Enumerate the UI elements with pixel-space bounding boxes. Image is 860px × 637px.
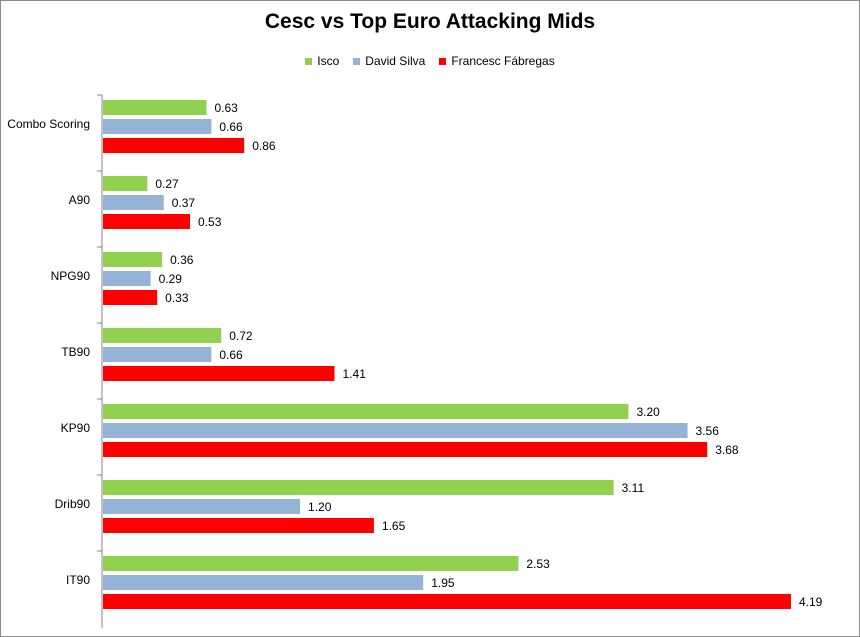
- data-label: 1.20: [308, 500, 332, 514]
- bar-2-3: [103, 366, 335, 381]
- bar-1-5: [103, 499, 301, 514]
- bar-0-3: [103, 328, 222, 343]
- bar-2-1: [103, 214, 191, 229]
- bar-1-0: [103, 119, 212, 134]
- data-label: 0.27: [155, 177, 179, 191]
- legend-item-fabregas: Francesc Fábregas: [439, 54, 555, 68]
- legend-swatch-isco: [305, 57, 313, 65]
- data-label: 0.86: [252, 139, 276, 153]
- bar-0-1: [103, 176, 148, 191]
- bar-1-2: [103, 271, 151, 286]
- data-label: 0.72: [229, 329, 253, 343]
- bar-0-0: [103, 100, 207, 115]
- legend-swatch-fabregas: [439, 57, 447, 65]
- legend-item-david-silva: David Silva: [353, 54, 425, 68]
- legend-label-fabregas: Francesc Fábregas: [451, 54, 555, 68]
- category-label: NPG90: [51, 269, 91, 283]
- data-label: 0.66: [219, 348, 243, 362]
- data-label: 3.68: [715, 443, 739, 457]
- data-label: 4.19: [799, 595, 823, 609]
- data-label: 1.65: [382, 519, 406, 533]
- data-label: 0.29: [159, 272, 183, 286]
- bar-1-4: [103, 423, 688, 438]
- bar-2-0: [103, 138, 245, 153]
- data-label: 0.36: [170, 253, 194, 267]
- bar-1-3: [103, 347, 212, 362]
- category-label: Drib90: [55, 497, 91, 511]
- category-label: TB90: [61, 345, 90, 359]
- category-label: IT90: [66, 573, 90, 587]
- legend-item-isco: Isco: [305, 54, 339, 68]
- bar-0-6: [103, 556, 519, 571]
- data-label: 3.11: [622, 481, 645, 495]
- data-label: 0.53: [198, 215, 222, 229]
- bar-0-4: [103, 404, 629, 419]
- data-label: 0.66: [219, 120, 243, 134]
- bar-2-5: [103, 518, 374, 533]
- data-label: 0.37: [172, 196, 196, 210]
- category-label: KP90: [61, 421, 91, 435]
- bar-2-2: [103, 290, 158, 305]
- bar-0-2: [103, 252, 163, 267]
- category-label: Combo Scoring: [7, 117, 90, 131]
- bar-2-4: [103, 442, 708, 457]
- bar-1-6: [103, 575, 424, 590]
- bar-2-6: [103, 594, 791, 609]
- legend-label-isco: Isco: [317, 54, 340, 68]
- data-label: 1.95: [431, 576, 455, 590]
- category-label: A90: [69, 193, 91, 207]
- bar-0-5: [103, 480, 614, 495]
- bar-1-1: [103, 195, 164, 210]
- legend-label-david-silva: David Silva: [365, 54, 426, 68]
- data-label: 3.56: [696, 424, 720, 438]
- data-label: 0.63: [214, 101, 238, 115]
- data-label: 0.33: [165, 291, 189, 305]
- data-label: 3.20: [636, 405, 660, 419]
- chart-legend: Isco David Silva Francesc Fábregas: [0, 54, 860, 68]
- chart-title: Cesc vs Top Euro Attacking Mids: [264, 10, 596, 33]
- data-label: 2.53: [526, 557, 550, 571]
- legend-swatch-david-silva: [353, 57, 361, 65]
- data-label: 1.41: [343, 367, 367, 381]
